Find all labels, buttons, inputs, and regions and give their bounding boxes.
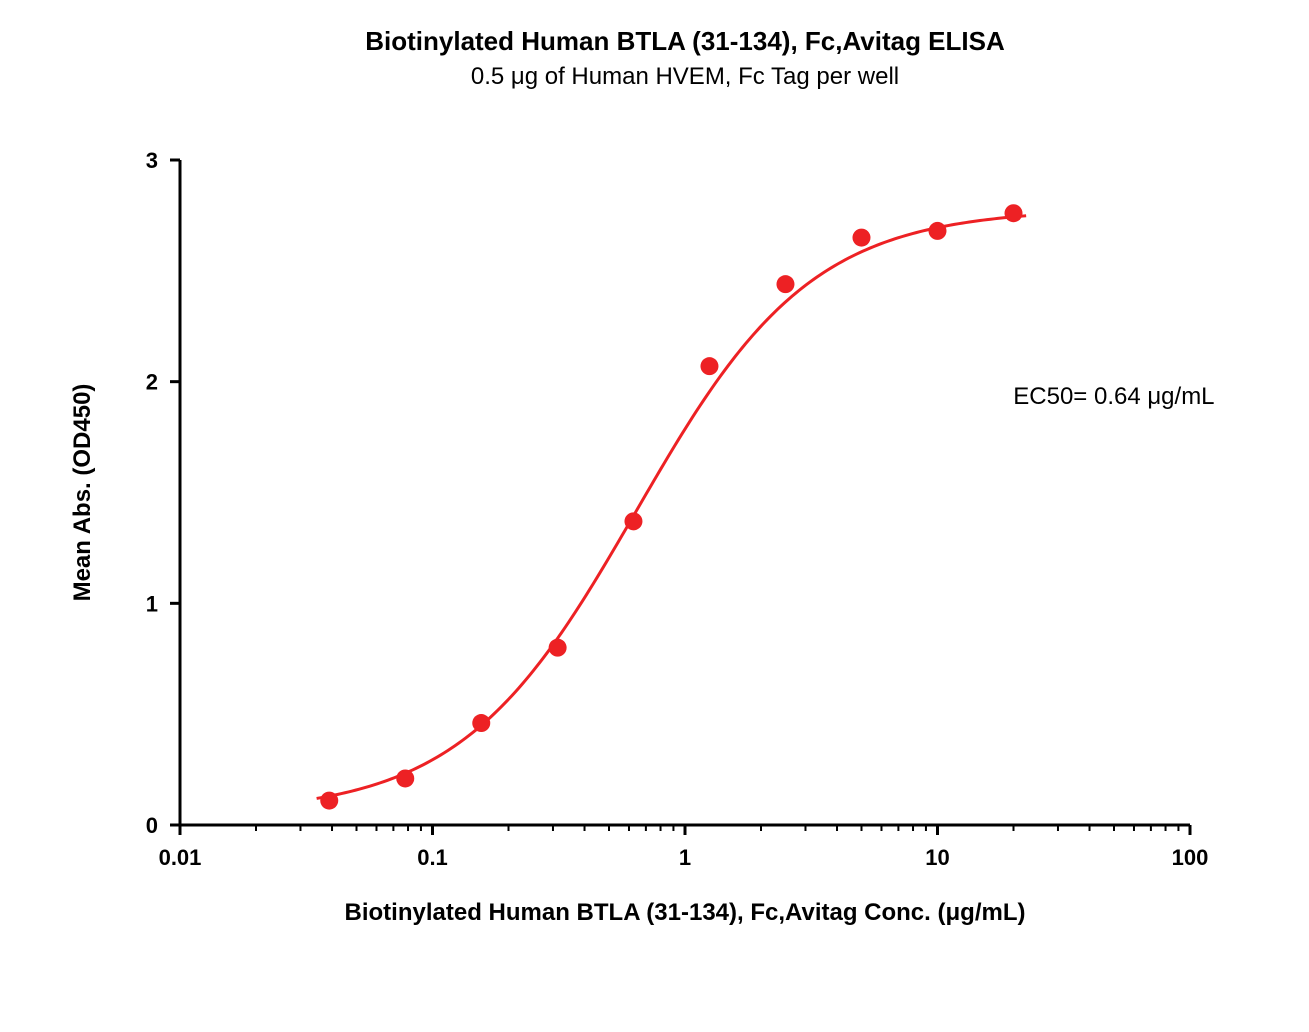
y-tick-label: 1 [146, 591, 158, 616]
x-tick-label: 0.1 [417, 845, 448, 870]
ec50-annotation: EC50= 0.64 μg/mL [1013, 383, 1214, 410]
data-point [549, 639, 567, 657]
chart-subtitle: 0.5 μg of Human HVEM, Fc Tag per well [471, 63, 899, 90]
data-point [472, 714, 490, 732]
y-axis-label: Mean Abs. (OD450) [69, 384, 96, 602]
y-tick-label: 3 [146, 148, 158, 173]
x-tick-label: 0.01 [159, 845, 202, 870]
elisa-chart: Biotinylated Human BTLA (31-134), Fc,Avi… [0, 0, 1309, 1032]
x-tick-label: 1 [679, 845, 691, 870]
data-point [320, 792, 338, 810]
data-point [852, 229, 870, 247]
data-point [396, 769, 414, 787]
y-tick-label: 2 [146, 370, 158, 395]
x-tick-label: 100 [1172, 845, 1209, 870]
data-point [929, 222, 947, 240]
x-axis-label: Biotinylated Human BTLA (31-134), Fc,Avi… [345, 899, 1026, 926]
y-tick-label: 0 [146, 813, 158, 838]
data-point [700, 357, 718, 375]
fitted-curve [317, 216, 1027, 799]
chart-title: Biotinylated Human BTLA (31-134), Fc,Avi… [365, 26, 1005, 56]
data-point [624, 512, 642, 530]
chart-container: Biotinylated Human BTLA (31-134), Fc,Avi… [0, 0, 1309, 1032]
data-point [1005, 204, 1023, 222]
x-tick-label: 10 [925, 845, 949, 870]
data-point [776, 275, 794, 293]
